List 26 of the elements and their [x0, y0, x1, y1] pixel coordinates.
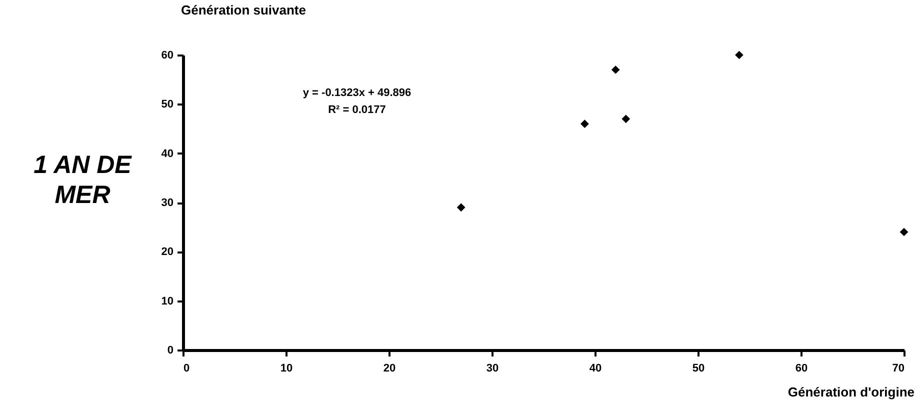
- x-tick-label: 70: [892, 362, 904, 374]
- x-tick-label: 0: [184, 362, 190, 374]
- x-tick-label: 10: [280, 362, 293, 374]
- y-axis-title: Génération suivante: [181, 2, 306, 18]
- y-tick-label: 50: [161, 98, 174, 111]
- point: [611, 66, 620, 74]
- annotation: R² = 0.0177: [328, 104, 386, 116]
- x-tick-label: 20: [383, 362, 396, 374]
- y-tick-label: 20: [161, 246, 174, 258]
- y-tick-label: 40: [161, 148, 174, 160]
- y-tick-label: 10: [161, 295, 174, 308]
- x-tick-label: 60: [795, 362, 808, 374]
- x-tick-label: 50: [692, 362, 705, 374]
- point: [735, 50, 744, 60]
- text: 1 AN DE MER: [32, 150, 133, 210]
- annotation: y = -0.1323x + 49.896: [302, 87, 412, 99]
- point: [622, 114, 630, 124]
- point: [580, 120, 589, 128]
- y-tick-label: 0: [167, 344, 174, 356]
- x-tick-label: 30: [486, 362, 499, 374]
- x-axis-title: Génération d'origine: [788, 384, 914, 400]
- point: [900, 228, 908, 236]
- y-tick-label: 60: [161, 50, 174, 62]
- y-tick-label: 30: [161, 197, 174, 209]
- point: [456, 203, 466, 212]
- x-tick-label: 40: [589, 362, 602, 374]
